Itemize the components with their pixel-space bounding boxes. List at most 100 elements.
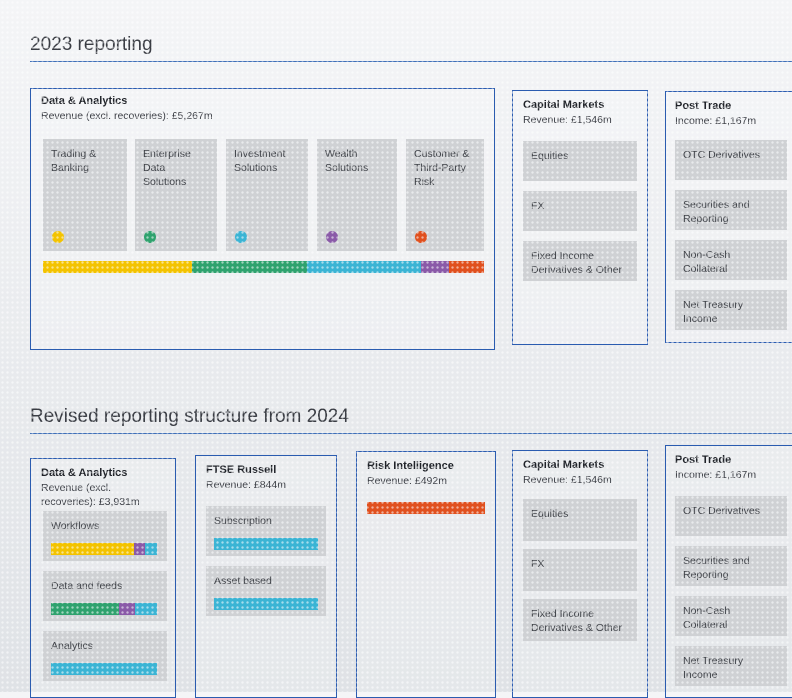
panel-post-trade-2023: Post Trade Income: £1,167m OTC Derivativ… — [665, 91, 792, 343]
tile-label: Customer & Third-Party Risk — [414, 148, 470, 188]
tile-securities-reporting: Securities and Reporting — [675, 190, 787, 230]
bar-segment-investment — [134, 603, 157, 615]
tile-workflows: Workflows — [43, 511, 167, 561]
panel-revenue: Revenue (excl. recoveries): £5,267m — [41, 110, 213, 122]
tile-label: Non-Cash Collateral — [683, 249, 731, 275]
data-feeds-mix-bar — [51, 603, 157, 615]
section-rule-2023 — [30, 61, 792, 62]
panel-ftse-russell: FTSE Russell Revenue: £844m Subscription… — [195, 455, 337, 698]
tile-investment-solutions: Investment Solutions — [226, 139, 308, 251]
panel-capital-markets-2023: Capital Markets Revenue: £1,546m Equitie… — [512, 90, 648, 345]
panel-title: Post Trade — [675, 454, 732, 466]
bar-segment-trading — [43, 261, 193, 273]
tile-data-feeds: Data and feeds — [43, 571, 167, 621]
bar-segment-investment — [306, 261, 422, 273]
tile-customer-risk: Customer & Third-Party Risk — [406, 139, 484, 251]
tile-label: OTC Derivatives — [683, 149, 761, 161]
panel-revenue: Income: £1,167m — [675, 115, 757, 127]
tile-net-treasury: Net Treasury Income — [675, 646, 787, 686]
bar-segment-investment — [51, 663, 157, 675]
tile-fixed-income: Fixed Income Derivatives & Other — [523, 241, 637, 281]
panel-title: Capital Markets — [523, 99, 605, 111]
tile-equities: Equities — [523, 499, 637, 541]
bar-segment-trading — [51, 543, 134, 555]
panel-title: FTSE Russell — [206, 464, 277, 476]
tile-non-cash-collateral: Non-Cash Collateral — [675, 596, 787, 636]
tile-label: FX — [531, 200, 545, 212]
tile-label: OTC Derivatives — [683, 505, 761, 517]
panel-revenue: Revenue: £492m — [367, 475, 447, 487]
tile-equities: Equities — [523, 141, 637, 181]
panel-data-analytics-2023: Data & Analytics Revenue (excl. recoveri… — [30, 88, 495, 350]
panel-revenue: Revenue: £1,546m — [523, 114, 612, 126]
bar-segment-wealth — [133, 543, 146, 555]
panel-revenue: Income: £1,167m — [675, 469, 757, 481]
panel-title: Post Trade — [675, 100, 732, 112]
panel-revenue: Revenue: £1,546m — [523, 474, 612, 486]
panel-capital-markets-2024: Capital Markets Revenue: £1,546m Equitie… — [512, 450, 648, 698]
panel-title: Risk Intelligence — [367, 460, 454, 472]
tile-label: FX — [531, 558, 545, 570]
tile-otc-derivatives: OTC Derivatives — [675, 140, 787, 180]
workflows-mix-bar — [51, 543, 157, 555]
tile-label: Asset based — [214, 575, 272, 587]
revenue-mix-bar — [43, 261, 484, 273]
tile-label: Wealth Solutions — [325, 148, 369, 174]
tile-label: Fixed Income Derivatives & Other — [531, 250, 623, 276]
tile-trading-banking: Trading & Banking — [43, 139, 127, 251]
tile-label: Fixed Income Derivatives & Other — [531, 608, 623, 634]
tile-analytics: Analytics — [43, 631, 167, 681]
analytics-mix-bar — [51, 663, 157, 675]
bar-segment-enterprise — [51, 603, 119, 615]
tile-label: Analytics — [51, 640, 94, 652]
panel-risk-intelligence: Risk Intelligence Revenue: £492m — [356, 451, 496, 698]
bar-segment-investment — [145, 543, 157, 555]
tile-label: Equities — [531, 150, 569, 162]
tile-label: Investment Solutions — [234, 148, 286, 174]
legend-dot-enterprise — [144, 231, 156, 243]
tile-label: Trading & Banking — [51, 148, 97, 174]
tile-label: Net Treasury Income — [683, 655, 744, 681]
section-title-2024: Revised reporting structure from 2024 — [30, 406, 349, 427]
tile-asset-based: Asset based — [206, 566, 326, 616]
tile-fx: FX — [523, 191, 637, 231]
panel-revenue: Revenue: £844m — [206, 479, 286, 491]
tile-label: Securities and Reporting — [683, 199, 750, 225]
tile-label: Securities and Reporting — [683, 555, 750, 581]
tile-net-treasury: Net Treasury Income — [675, 290, 787, 330]
tile-otc-derivatives: OTC Derivatives — [675, 496, 787, 536]
section-title-2023: 2023 reporting — [30, 34, 153, 55]
tile-fx: FX — [523, 549, 637, 591]
bar-segment-wealth — [421, 261, 449, 273]
tile-wealth-solutions: Wealth Solutions — [317, 139, 397, 251]
tile-label: Net Treasury Income — [683, 299, 744, 325]
tile-label: Subscription — [214, 515, 272, 527]
risk-intelligence-bar — [367, 502, 485, 514]
asset-based-bar — [214, 598, 318, 610]
tile-fixed-income: Fixed Income Derivatives & Other — [523, 599, 637, 641]
bar-segment-wealth — [118, 603, 135, 615]
bar-segment-enterprise — [192, 261, 307, 273]
legend-dot-wealth — [326, 231, 338, 243]
legend-dot-trading — [52, 231, 64, 243]
tile-label: Non-Cash Collateral — [683, 605, 731, 631]
panel-title: Capital Markets — [523, 459, 605, 471]
section-rule-2024 — [30, 433, 792, 434]
panel-revenue: Revenue (excl. recoveries): £3,931m — [41, 482, 140, 508]
legend-dot-investment — [235, 231, 247, 243]
tile-label: Equities — [531, 508, 569, 520]
subscription-bar — [214, 538, 318, 550]
tile-enterprise-data: Enterprise Data Solutions — [135, 139, 217, 251]
bar-segment-customer — [448, 261, 484, 273]
tile-securities-reporting: Securities and Reporting — [675, 546, 787, 586]
tile-label: Data and feeds — [51, 580, 123, 592]
panel-post-trade-2024: Post Trade Income: £1,167m OTC Derivativ… — [665, 445, 792, 698]
panel-data-analytics-2024: Data & Analytics Revenue (excl. recoveri… — [30, 458, 176, 698]
panel-title: Data & Analytics — [41, 95, 128, 107]
tile-label: Enterprise Data Solutions — [143, 148, 191, 188]
tile-label: Workflows — [51, 520, 100, 532]
tile-non-cash-collateral: Non-Cash Collateral — [675, 240, 787, 280]
panel-title: Data & Analytics — [41, 467, 128, 479]
legend-dot-customer — [415, 231, 427, 243]
tile-subscription: Subscription — [206, 506, 326, 556]
